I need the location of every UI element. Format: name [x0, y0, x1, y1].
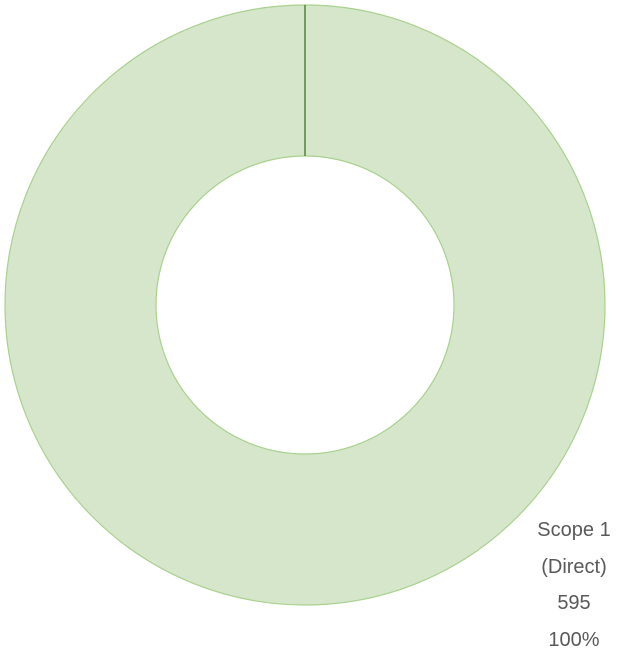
- data-label: Scope 1 (Direct) 595 100%: [528, 512, 620, 658]
- share-label: 100%: [548, 628, 600, 651]
- donut-slice: [4, 4, 606, 606]
- value-label: 595: [557, 592, 591, 614]
- category-label: Scope 1 (Direct): [537, 519, 611, 578]
